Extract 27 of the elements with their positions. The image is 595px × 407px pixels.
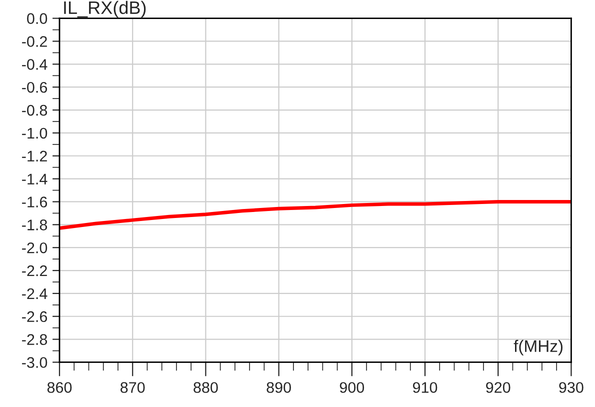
y-tick-label: -1.0 bbox=[22, 128, 48, 139]
line-series bbox=[60, 200, 572, 230]
y-tick-label: -0.4 bbox=[22, 59, 48, 70]
x-tick-label: 910 bbox=[412, 382, 438, 393]
y-tick-label: -3.0 bbox=[22, 357, 48, 368]
y-tick-label: -1.2 bbox=[22, 150, 47, 162]
y-tick-label: -2.0 bbox=[22, 242, 48, 254]
y-axis-title: IL_RX(dB) bbox=[64, 0, 146, 18]
y-tick-label: -0.8 bbox=[22, 104, 48, 116]
y-tick-label: -1.6 bbox=[22, 196, 48, 208]
x-tick-label: 870 bbox=[120, 382, 145, 393]
x-tick-label: 930 bbox=[559, 382, 584, 393]
y-tick-label: -2.2 bbox=[22, 265, 47, 276]
x-tick-label: 900 bbox=[340, 382, 364, 393]
y-tick-label: 0.0 bbox=[27, 13, 48, 24]
x-tick-label: 890 bbox=[266, 382, 291, 393]
x-tick-label: 860 bbox=[47, 382, 72, 393]
y-tick-label: -1.8 bbox=[22, 220, 48, 230]
y-tick-label: -0.6 bbox=[22, 82, 48, 93]
y-tick-label: -0.2 bbox=[22, 36, 47, 47]
x-axis-title: f(MHz) bbox=[514, 340, 562, 356]
x-tick-label: 920 bbox=[486, 382, 510, 393]
y-tick-label: -2.6 bbox=[22, 311, 48, 322]
y-tick-label: -2.8 bbox=[22, 334, 48, 345]
y-tick-label: -1.4 bbox=[22, 174, 48, 184]
y-tick-label: -2.4 bbox=[22, 288, 48, 299]
x-tick-label: 880 bbox=[194, 382, 218, 393]
